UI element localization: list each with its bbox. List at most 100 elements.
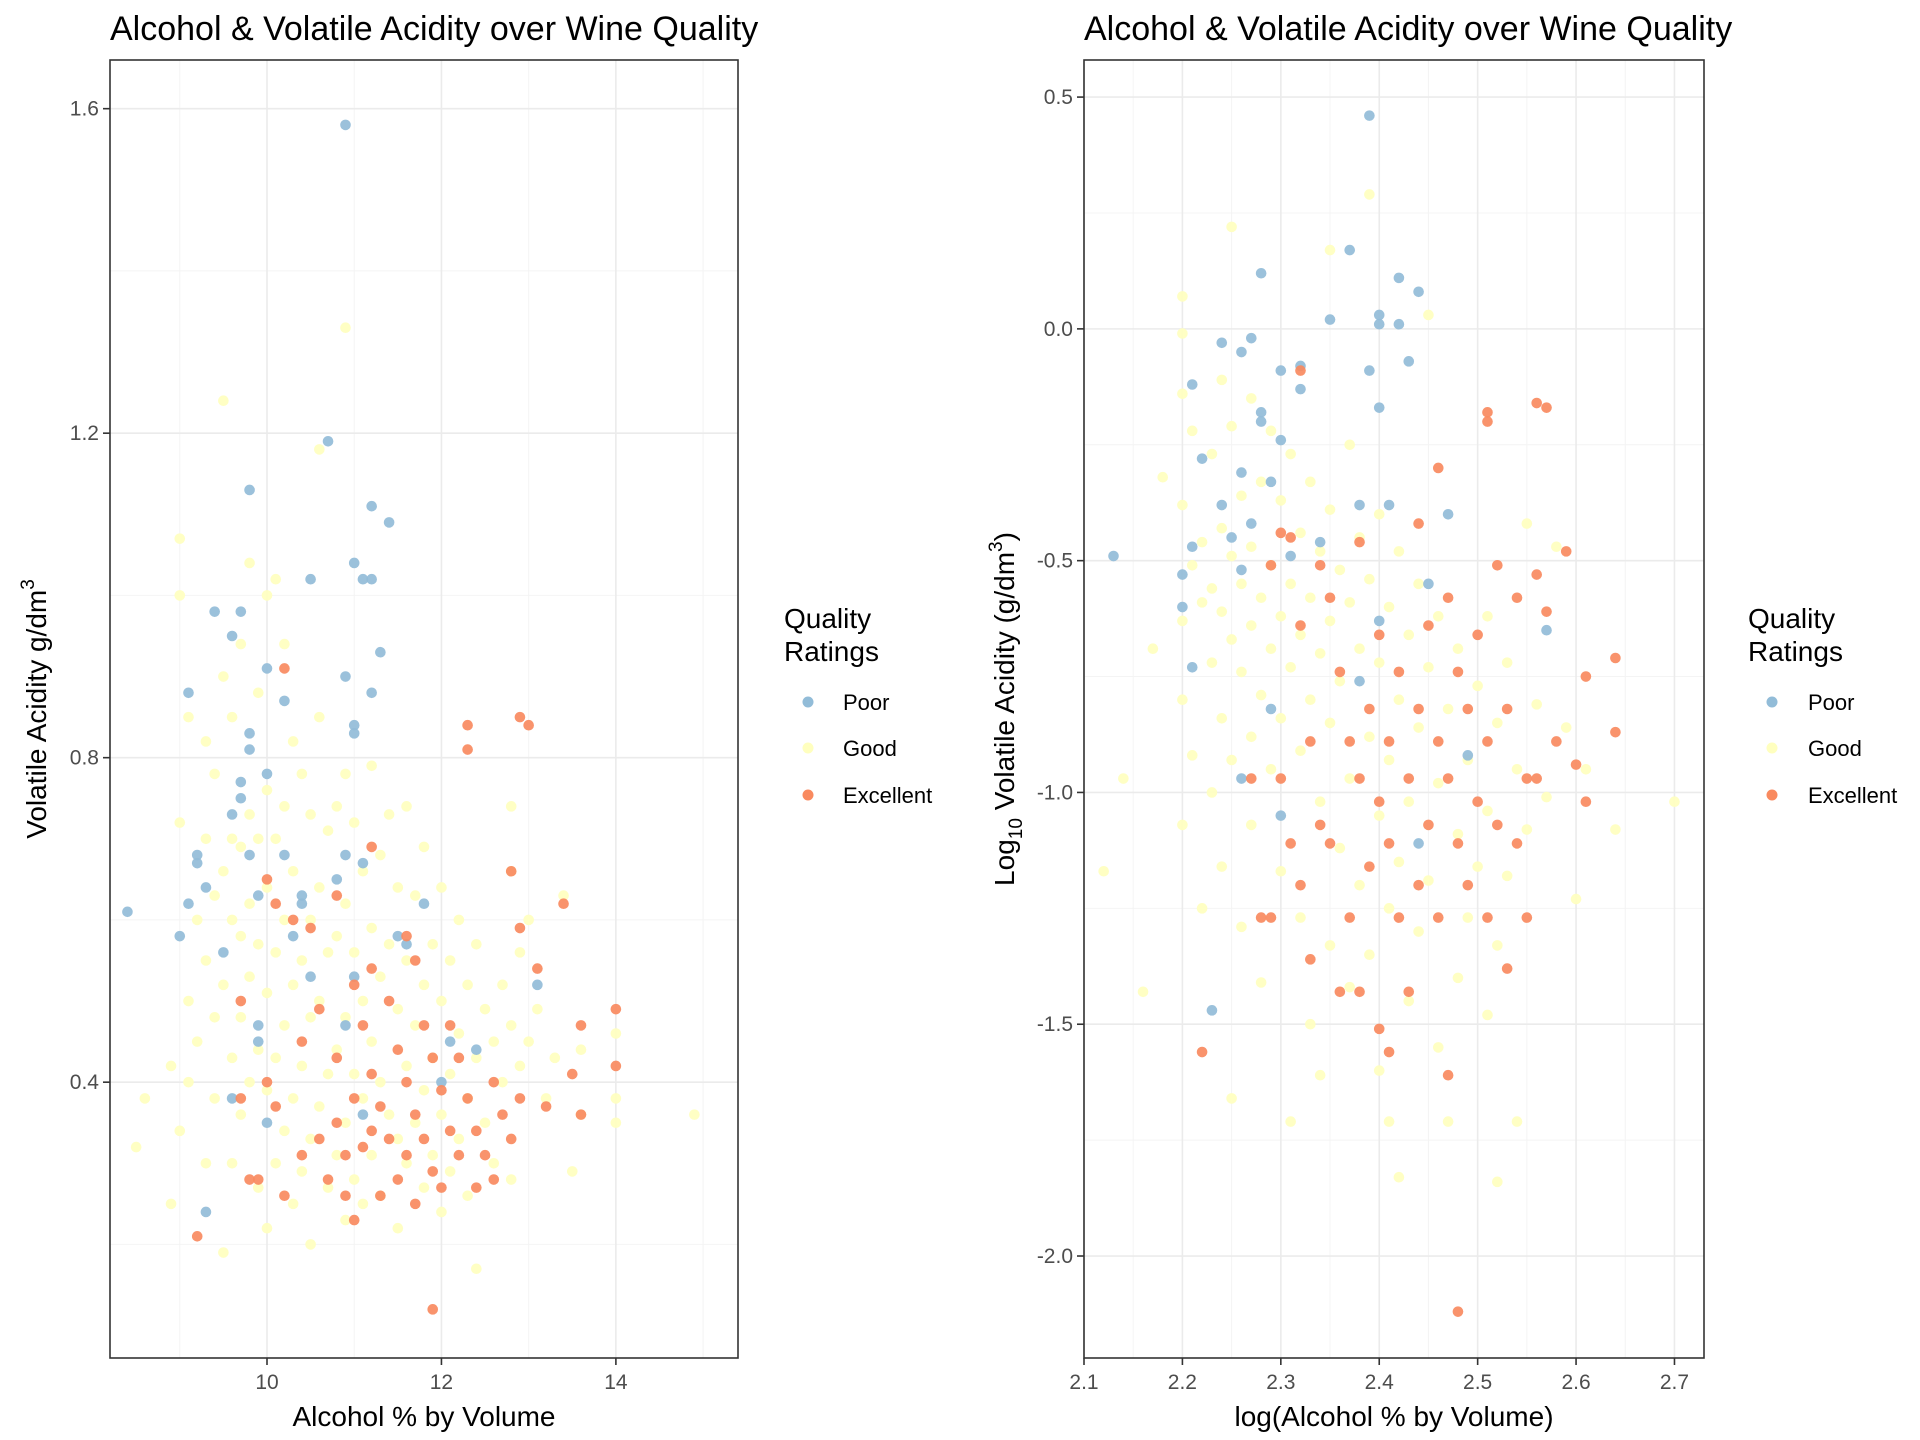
left-point-good <box>366 1149 377 1161</box>
left-point-poor <box>366 500 377 512</box>
left-point-excellent <box>514 711 526 723</box>
left-point-good <box>191 1036 203 1047</box>
left-point-excellent <box>514 1093 526 1104</box>
left-point-good <box>558 890 569 901</box>
right-x-tick-label: 2.3 <box>1266 1371 1295 1394</box>
right-point-poor <box>1354 675 1365 687</box>
right-point-excellent <box>1610 652 1621 664</box>
left-point-poor <box>366 687 377 699</box>
right-point-excellent <box>1472 796 1483 808</box>
right-point-excellent <box>1570 759 1582 770</box>
left-point-excellent <box>462 719 473 731</box>
right-y-axis-title-main <box>989 810 1020 818</box>
left-point-poor <box>348 728 360 739</box>
right-y-tick-label: -1.0 <box>1037 781 1073 804</box>
right-x-tick-label: 2.4 <box>1365 1371 1395 1394</box>
left-point-good <box>409 1117 421 1129</box>
right-point-excellent <box>1511 838 1523 849</box>
right-point-good <box>1098 865 1109 877</box>
right-point-good <box>1236 921 1247 933</box>
right-point-poor <box>1255 267 1267 279</box>
left-point-good <box>479 1117 491 1129</box>
right-point-good <box>1432 777 1444 789</box>
left-point-good <box>235 1109 247 1120</box>
left-point-excellent <box>357 1020 369 1031</box>
right-point-excellent <box>1246 773 1257 784</box>
right-point-good <box>1364 189 1375 200</box>
left-point-excellent <box>270 1101 282 1112</box>
left-point-good <box>218 671 229 682</box>
left-point-good <box>471 1263 482 1275</box>
right-x-axis-title: log(Alcohol % by Volume) <box>1234 1401 1553 1432</box>
left-point-good <box>174 817 186 828</box>
left-point-excellent <box>427 1052 439 1064</box>
left-x-tick-label: 12 <box>430 1371 453 1394</box>
left-point-good <box>488 1036 500 1047</box>
right-grid <box>1083 60 1704 1358</box>
right-point-good <box>1295 629 1306 641</box>
right-point-good <box>1413 926 1424 937</box>
right-point-good <box>1295 745 1306 757</box>
right-point-excellent <box>1393 666 1405 678</box>
left-point-poor <box>418 898 430 909</box>
left-point-good <box>183 995 194 1007</box>
right-point-excellent <box>1295 879 1306 891</box>
left-point-excellent <box>383 995 395 1007</box>
right-point-good <box>1314 1069 1326 1081</box>
left-point-good <box>436 1109 447 1120</box>
left-point-excellent <box>296 1149 308 1161</box>
left-point-good <box>340 898 351 909</box>
left-point-good <box>409 1020 421 1031</box>
left-point-good <box>453 914 465 926</box>
right-point-excellent <box>1314 819 1326 831</box>
left-point-good <box>471 938 482 950</box>
left-point-poor <box>348 971 360 983</box>
left-point-excellent <box>296 1036 308 1047</box>
right-point-good <box>1206 448 1218 460</box>
left-point-good <box>514 947 526 958</box>
right-point-good <box>1501 657 1513 668</box>
right-point-good <box>1246 541 1257 553</box>
left-point-poor <box>348 719 360 731</box>
left-point-good <box>235 841 247 853</box>
left-point-good <box>418 841 430 853</box>
left-point-good <box>610 1117 622 1129</box>
left-point-good <box>453 1133 465 1145</box>
left-point-excellent <box>453 1149 465 1161</box>
right-point-poor <box>1423 578 1434 590</box>
right-point-good <box>1413 722 1424 733</box>
right-point-good <box>1334 564 1346 576</box>
right-point-poor <box>1383 499 1395 511</box>
right-point-excellent <box>1551 736 1562 747</box>
right-point-good <box>1206 787 1218 798</box>
left-point-excellent <box>610 1060 622 1072</box>
left-point-poor <box>401 938 412 950</box>
right-point-poor <box>1354 499 1365 511</box>
right-point-poor <box>1541 624 1552 636</box>
right-point-poor <box>1314 536 1326 548</box>
left-point-good <box>505 1174 517 1185</box>
right-point-good <box>1472 680 1483 692</box>
right-point-excellent <box>1354 773 1365 784</box>
right-point-good <box>1226 754 1237 766</box>
left-point-good <box>340 768 351 780</box>
left-point-good <box>287 1198 299 1210</box>
right-point-poor <box>1413 286 1424 298</box>
left-point-good <box>436 882 447 893</box>
right-point-excellent <box>1334 986 1346 998</box>
right-point-poor <box>1265 476 1277 488</box>
right-point-good <box>1403 629 1415 641</box>
right-point-good <box>1373 509 1385 520</box>
left-legend: Quality Ratings Poor Good Excellent <box>784 603 932 808</box>
left-point-good <box>348 1068 360 1080</box>
right-point-good <box>1452 828 1464 840</box>
right-point-good <box>1521 824 1533 835</box>
left-point-good <box>322 825 334 836</box>
left-point-good <box>401 801 412 812</box>
right-point-good <box>1275 610 1287 622</box>
left-point-poor <box>287 930 299 942</box>
right-point-good <box>1511 1116 1523 1127</box>
left-point-poor <box>357 857 369 869</box>
left-point-poor <box>200 882 212 893</box>
left-point-excellent <box>401 1076 412 1088</box>
